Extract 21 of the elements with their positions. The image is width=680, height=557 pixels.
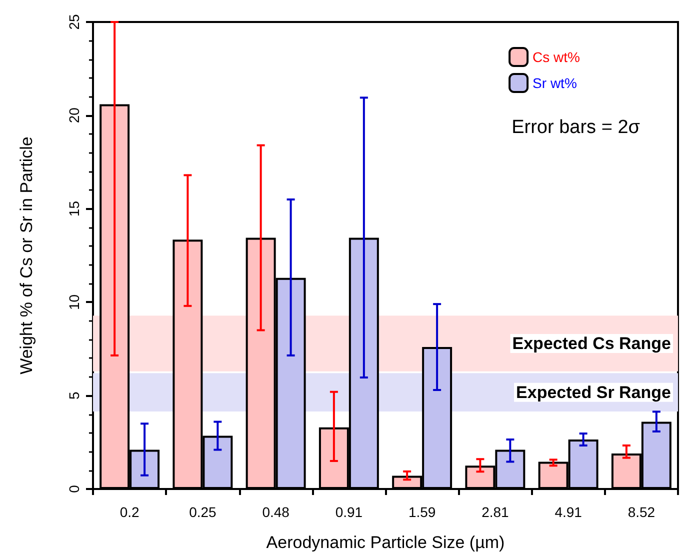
x-tick-label: 0.48 <box>262 504 290 520</box>
y-tick-label: 25 <box>66 14 82 30</box>
x-tick-label: 0.25 <box>189 504 217 520</box>
x-axis-title: Aerodynamic Particle Size (µm) <box>266 533 505 552</box>
x-tick-label: 0.2 <box>120 504 140 520</box>
x-tick-label: 2.81 <box>482 504 510 520</box>
legend-label: Sr wt% <box>532 75 577 91</box>
band-label: Expected Sr Range <box>516 382 671 402</box>
x-tick-label: 0.91 <box>335 504 363 520</box>
legend-label: Cs wt% <box>532 49 580 65</box>
annotation: Error bars = 2σ <box>512 117 640 138</box>
y-tick-label: 10 <box>66 294 82 310</box>
y-tick-label: 20 <box>66 107 82 124</box>
band-label: Expected Cs Range <box>512 334 671 353</box>
y-axis-title: Weight % of Cs or Sr in Particle <box>17 136 36 374</box>
x-tick-label: 8.52 <box>628 504 656 520</box>
y-tick-label: 15 <box>66 200 82 217</box>
x-tick-label: 4.91 <box>554 504 582 520</box>
y-tick-label: 5 <box>66 392 82 400</box>
y-tick-label: 0 <box>66 484 82 493</box>
x-tick-label: 1.59 <box>408 504 436 520</box>
